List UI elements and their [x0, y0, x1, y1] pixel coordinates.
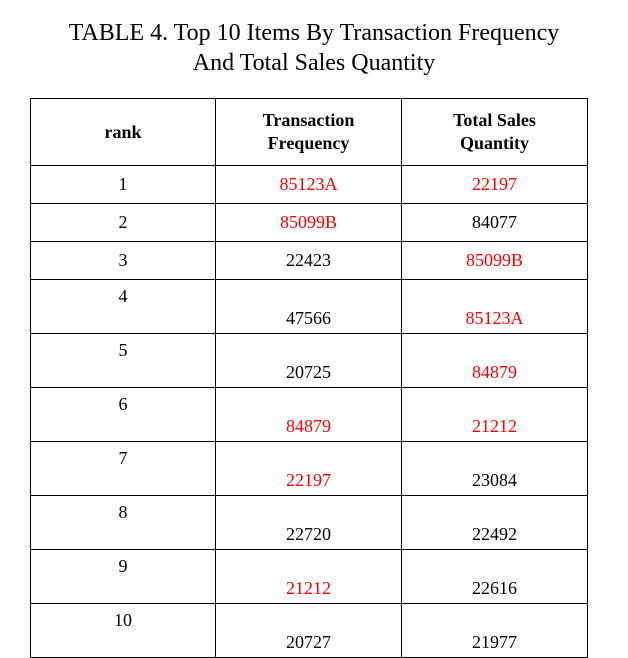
- qty-cell: 23084: [401, 441, 588, 496]
- rank-cell: 10: [30, 603, 216, 658]
- table-caption: TABLE 4. Top 10 Items By Transaction Fre…: [0, 18, 628, 78]
- rank-cell: 1: [30, 165, 216, 204]
- table-row: 2 85099B 84077: [30, 203, 588, 242]
- qty-cell: 85123A: [401, 279, 588, 334]
- header-rank: rank: [30, 98, 216, 166]
- table-row: 3 22423 85099B: [30, 241, 588, 280]
- rank-cell: 4: [30, 279, 216, 334]
- table-row: 5 20725 84879: [30, 333, 588, 388]
- table-row: 1 85123A 22197: [30, 165, 588, 204]
- header-total-sales-quantity: Total Sales Quantity: [401, 98, 588, 166]
- freq-cell: 21212: [215, 549, 402, 604]
- header-freq-line-2: Frequency: [267, 133, 350, 153]
- freq-cell: 85099B: [215, 203, 402, 242]
- table-row: 10 20727 21977: [30, 603, 588, 658]
- rank-cell: 8: [30, 495, 216, 550]
- rank-cell: 5: [30, 333, 216, 388]
- table-row: 8 22720 22492: [30, 495, 588, 550]
- qty-cell: 85099B: [401, 241, 588, 280]
- qty-cell: 84077: [401, 203, 588, 242]
- freq-cell: 22720: [215, 495, 402, 550]
- header-freq-line-1: Transaction: [262, 110, 355, 130]
- table-row: 6 84879 21212: [30, 387, 588, 442]
- qty-cell: 21212: [401, 387, 588, 442]
- header-qty-line-1: Total Sales: [453, 110, 536, 130]
- top-items-table: rank Transaction Frequency Total Sales Q…: [30, 98, 588, 658]
- qty-cell: 22492: [401, 495, 588, 550]
- freq-cell: 20725: [215, 333, 402, 388]
- table-row: 9 21212 22616: [30, 549, 588, 604]
- table-row: 4 47566 85123A: [30, 279, 588, 334]
- freq-cell: 20727: [215, 603, 402, 658]
- qty-cell: 21977: [401, 603, 588, 658]
- rank-cell: 7: [30, 441, 216, 496]
- caption-line-1: TABLE 4. Top 10 Items By Transaction Fre…: [68, 20, 560, 46]
- rank-cell: 2: [30, 203, 216, 242]
- freq-cell: 22197: [215, 441, 402, 496]
- rank-cell: 9: [30, 549, 216, 604]
- qty-cell: 84879: [401, 333, 588, 388]
- caption-line-2: And Total Sales Quantity: [192, 50, 436, 76]
- rank-cell: 6: [30, 387, 216, 442]
- qty-cell: 22197: [401, 165, 588, 204]
- freq-cell: 84879: [215, 387, 402, 442]
- freq-cell: 22423: [215, 241, 402, 280]
- rank-cell: 3: [30, 241, 216, 280]
- table-row: 7 22197 23084: [30, 441, 588, 496]
- freq-cell: 85123A: [215, 165, 402, 204]
- header-row: rank Transaction Frequency Total Sales Q…: [30, 98, 588, 166]
- qty-cell: 22616: [401, 549, 588, 604]
- freq-cell: 47566: [215, 279, 402, 334]
- header-transaction-frequency: Transaction Frequency: [215, 98, 402, 166]
- header-rank-label: rank: [104, 121, 142, 142]
- header-qty-line-2: Quantity: [459, 133, 529, 153]
